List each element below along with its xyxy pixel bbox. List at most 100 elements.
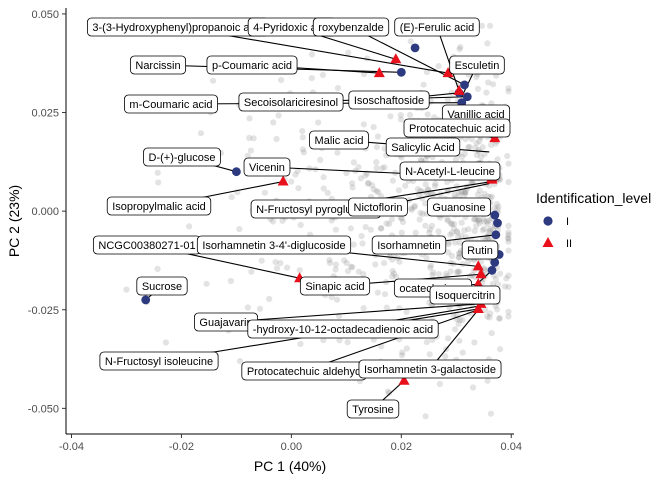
- background-point: [488, 193, 495, 200]
- background-point: [350, 159, 357, 166]
- background-point: [370, 124, 377, 131]
- background-point: [448, 252, 455, 260]
- background-point: [455, 320, 462, 327]
- annotation-label: Vicenin: [243, 157, 291, 177]
- annotation-label-text: m-Coumaric acid: [129, 99, 212, 111]
- annotation-label-text: Isorhamnetin: [377, 240, 441, 252]
- level-II-point: [398, 374, 410, 385]
- level-II-point: [277, 175, 289, 186]
- background-point: [489, 81, 497, 88]
- background-point: [454, 229, 461, 236]
- background-point: [428, 222, 436, 229]
- background-point: [360, 305, 367, 312]
- background-point: [435, 228, 442, 235]
- background-point: [258, 257, 265, 264]
- background-point: [495, 203, 502, 210]
- legend-entry-label: I: [566, 216, 569, 228]
- background-point: [480, 225, 488, 232]
- annotation-label-text: 4-Pyridoxic acid: [253, 22, 331, 34]
- background-point: [422, 181, 429, 188]
- background-point: [399, 349, 406, 356]
- leader-line: [429, 309, 479, 370]
- level-I-point: [487, 265, 497, 275]
- background-point: [423, 339, 430, 346]
- background-point: [419, 210, 426, 217]
- legend-title: Identification_level: [536, 190, 651, 206]
- background-point: [494, 306, 501, 313]
- annotation-label: p-Coumaric acid: [206, 55, 298, 75]
- annotation-label-text: Malic acid: [315, 135, 364, 147]
- x-tick-label: -0.04: [59, 441, 84, 453]
- annotation-label-text: roxybenzalde: [318, 22, 383, 34]
- background-point: [284, 264, 291, 271]
- background-point: [320, 337, 327, 344]
- background-point: [414, 186, 421, 193]
- background-point: [355, 268, 362, 275]
- background-point: [403, 308, 410, 315]
- background-point: [387, 113, 394, 120]
- background-point: [462, 189, 469, 196]
- annotation-label-text: N-Acetyl-L-leucine: [405, 166, 495, 178]
- background-point: [365, 180, 372, 187]
- background-point: [481, 218, 488, 225]
- annotation-label-text: D-(+)-glucose: [149, 152, 216, 164]
- background-point: [389, 273, 396, 280]
- background-point: [362, 224, 369, 231]
- background-point: [476, 138, 483, 145]
- background-point: [162, 339, 169, 346]
- background-point: [383, 220, 390, 227]
- annotation-label-box: [312, 17, 390, 37]
- annotation-label-text: Nictoflorin: [354, 202, 403, 214]
- background-point: [436, 380, 443, 388]
- background-point: [411, 204, 418, 211]
- background-point: [381, 291, 389, 298]
- y-tick-label: -0.025: [28, 305, 59, 317]
- annotation-label-box: [129, 55, 187, 75]
- annotation-label-text: N-Fructosyl pyroglutama: [256, 204, 377, 216]
- background-point: [373, 159, 380, 166]
- background-point: [481, 151, 488, 158]
- annotation-label: Guanosine: [426, 197, 492, 217]
- background-point: [203, 280, 210, 287]
- background-point: [319, 71, 326, 79]
- legend-entry-label: II: [566, 238, 572, 250]
- background-point: [297, 221, 304, 228]
- level-II-point: [373, 67, 385, 78]
- background-point: [227, 277, 234, 285]
- background-point: [355, 164, 362, 171]
- background-point: [505, 272, 512, 279]
- background-point: [360, 271, 367, 278]
- annotation-label: Protocatechuic aldehyd: [241, 361, 367, 381]
- background-point: [456, 239, 463, 246]
- background-point: [426, 351, 433, 358]
- background-point: [320, 185, 327, 192]
- background-point: [496, 315, 503, 322]
- level-I-point: [462, 92, 472, 102]
- annotation-label-box: [346, 399, 400, 419]
- background-point: [444, 178, 451, 186]
- background-point: [487, 22, 494, 29]
- background-point: [448, 229, 456, 236]
- level-I-point: [141, 295, 151, 305]
- background-point: [466, 143, 473, 151]
- background-point: [456, 192, 463, 199]
- background-point: [244, 304, 251, 311]
- background-point: [396, 258, 403, 265]
- annotation-label: -hydroxy-10-12-octadecadienoic acid: [247, 319, 439, 339]
- annotation-label-box: [136, 276, 188, 296]
- annotation-label-text: (E)-Ferulic acid: [400, 22, 475, 34]
- annotation-label: Sinapic acid: [299, 276, 371, 296]
- level-II-point: [390, 53, 402, 64]
- background-point: [397, 116, 405, 123]
- background-point: [155, 179, 162, 186]
- background-point: [487, 410, 494, 417]
- background-point: [406, 111, 414, 118]
- background-point: [408, 206, 415, 213]
- annotation-label-text: 3-(3-Hydroxyphenyl)propanoic acid: [92, 22, 263, 34]
- background-point: [236, 358, 244, 365]
- background-point: [465, 144, 472, 151]
- background-point: [423, 254, 430, 261]
- annotation-label-box: [243, 157, 291, 177]
- background-point: [448, 89, 455, 96]
